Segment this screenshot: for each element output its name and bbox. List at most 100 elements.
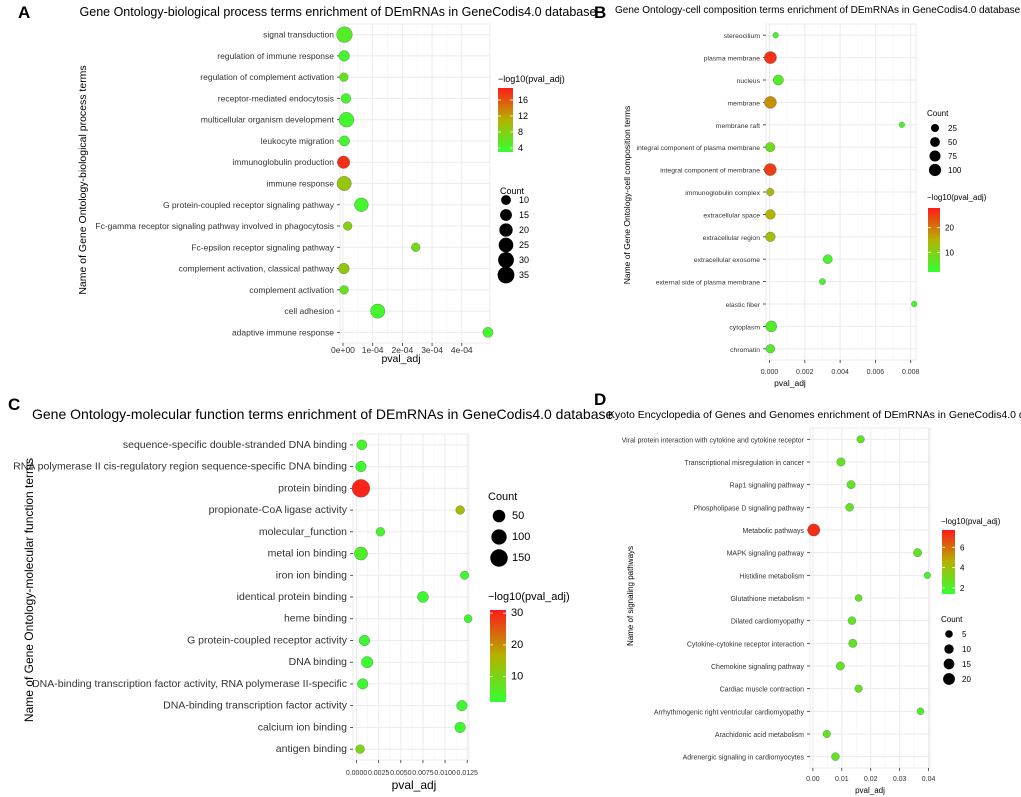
data-point	[765, 142, 776, 153]
category-label: immune response	[266, 179, 334, 189]
data-point	[411, 242, 421, 252]
color-bar	[942, 530, 955, 594]
x-axis-label-a: pval_adj	[381, 353, 420, 365]
size-legend-dot	[497, 266, 515, 284]
y-axis-label-d: Name of signaling pathways	[626, 546, 635, 646]
size-legend-label: 20	[962, 675, 971, 684]
color-legend-title-b: −log10(pval_adj)	[927, 193, 987, 202]
data-point	[417, 591, 429, 603]
data-point	[854, 594, 863, 602]
data-point	[456, 700, 468, 712]
size-legend-dot	[498, 237, 514, 253]
data-point	[845, 503, 854, 512]
category-label: leukocyte migration	[261, 136, 335, 146]
panel-label-d: D	[594, 390, 606, 409]
size-legend-label: 100	[512, 531, 530, 543]
data-point	[765, 209, 776, 220]
category-label: integral component of plasma membrane	[636, 145, 760, 152]
data-point	[354, 197, 369, 212]
data-point	[856, 435, 865, 444]
category-label: Phospholipase D signaling pathway	[693, 505, 804, 512]
chart-title-b: Gene Ontology-cell composition terms enr…	[615, 5, 1021, 16]
panel-label-c: C	[8, 395, 20, 414]
data-point	[454, 721, 466, 733]
data-point	[340, 93, 352, 104]
category-label: regulation of immune response	[217, 51, 334, 61]
data-point	[847, 616, 857, 625]
data-point	[351, 479, 371, 498]
size-legend-label: 75	[948, 152, 957, 161]
data-point	[355, 461, 367, 473]
category-label: cytoplasm	[729, 324, 760, 331]
x-tick-label: 0.0075	[412, 770, 434, 777]
data-point	[339, 285, 349, 295]
plot-area-b: 0.000 0.002 0.004 0.006 0.008 stereocilium pla…	[636, 23, 920, 376]
x-tick-label: 0.0050	[390, 770, 412, 777]
size-legend-dot	[500, 209, 512, 221]
category-label: sequence-specific double-stranded DNA bi…	[123, 439, 347, 451]
panel-label-a: A	[18, 3, 30, 22]
category-label: molecular_function	[259, 526, 347, 538]
x-tick-label: 0.006	[867, 369, 885, 376]
data-point	[343, 221, 353, 231]
size-legend-title-b: Count	[927, 109, 949, 118]
x-tick-label: 1e-04	[362, 345, 384, 355]
category-label: regulation of complement activation	[200, 72, 334, 82]
y-axis-label-c: Name of Gene Ontology-molecular function…	[22, 458, 36, 722]
color-tick-label: 20	[945, 224, 954, 233]
x-tick-label: 0.03	[893, 776, 907, 783]
category-label: integral component of membrane	[660, 168, 760, 175]
category-label: identical protein binding	[237, 591, 347, 603]
x-tick-label: 0.000	[761, 369, 779, 376]
panel-b: B Gene Ontology-cell composition terms e…	[594, 3, 1021, 388]
category-label: immunoglobulin complex	[685, 190, 760, 197]
category-label: Fc-gamma receptor signaling pathway invo…	[95, 221, 334, 231]
size-legend-dot	[929, 150, 941, 162]
category-label: adaptive immune response	[232, 327, 334, 337]
size-legend-dot	[944, 644, 954, 654]
size-legend-dot	[928, 163, 942, 177]
size-legend-label: 10	[519, 195, 529, 205]
x-tick-label: 0.0100	[434, 770, 456, 777]
data-point	[913, 548, 922, 558]
size-legend-label: 150	[512, 552, 530, 564]
data-point	[370, 303, 386, 319]
category-label: chromatin	[730, 347, 760, 354]
category-label: external side of plasma membrane	[656, 280, 760, 287]
category-label: Arrhythmogenic right ventricular cardiom…	[654, 709, 805, 716]
color-legend-c: −log10(pval_adj) 10 20 30	[488, 591, 570, 702]
color-bar	[498, 88, 513, 152]
color-tick-label: 4	[518, 143, 523, 153]
category-label: RNA polymerase II cis-regulatory region …	[13, 461, 347, 473]
category-label: Cytokine-cytokine receptor interaction	[687, 641, 804, 648]
size-legend-title-c: Count	[488, 491, 517, 503]
data-point	[766, 188, 775, 196]
data-point	[819, 278, 826, 285]
data-point	[823, 254, 833, 264]
color-legend-title-d: −log10(pval_adj)	[941, 517, 1001, 526]
plot-area-a: 0e+00 1e-04 2e-04 3e-04 4e-04 signal transduc…	[95, 23, 494, 355]
x-tick-label: 0.00	[806, 776, 820, 783]
y-axis-label-a: Name of Gene Ontology-biological process…	[77, 65, 89, 294]
size-legend-a: Count 10 15 20 25 30 35	[497, 186, 529, 284]
category-label: plasma membrane	[704, 56, 761, 63]
x-tick-label: 3e-04	[421, 345, 443, 355]
data-point	[831, 752, 840, 761]
data-point	[848, 638, 858, 648]
data-point	[339, 72, 349, 82]
x-tick-label: 0.02	[864, 776, 878, 783]
data-point	[356, 439, 368, 451]
category-label: Cardiac muscle contraction	[720, 687, 805, 694]
size-legend-label: 10	[962, 645, 971, 654]
category-label: immunoglobulin production	[232, 157, 334, 167]
panel-a: A Gene Ontology-biological process terms…	[18, 3, 597, 365]
data-point	[338, 50, 350, 62]
color-tick-label: 12	[518, 111, 528, 121]
data-point	[354, 546, 368, 561]
x-axis-label-d: pval_adj	[855, 786, 885, 795]
x-tick-label: 0.0125	[457, 770, 479, 777]
size-legend-c: Count 50 100 150	[488, 491, 530, 567]
x-axis-label-c: pval_adj	[392, 778, 437, 792]
data-point	[836, 457, 846, 467]
data-point	[765, 320, 777, 333]
